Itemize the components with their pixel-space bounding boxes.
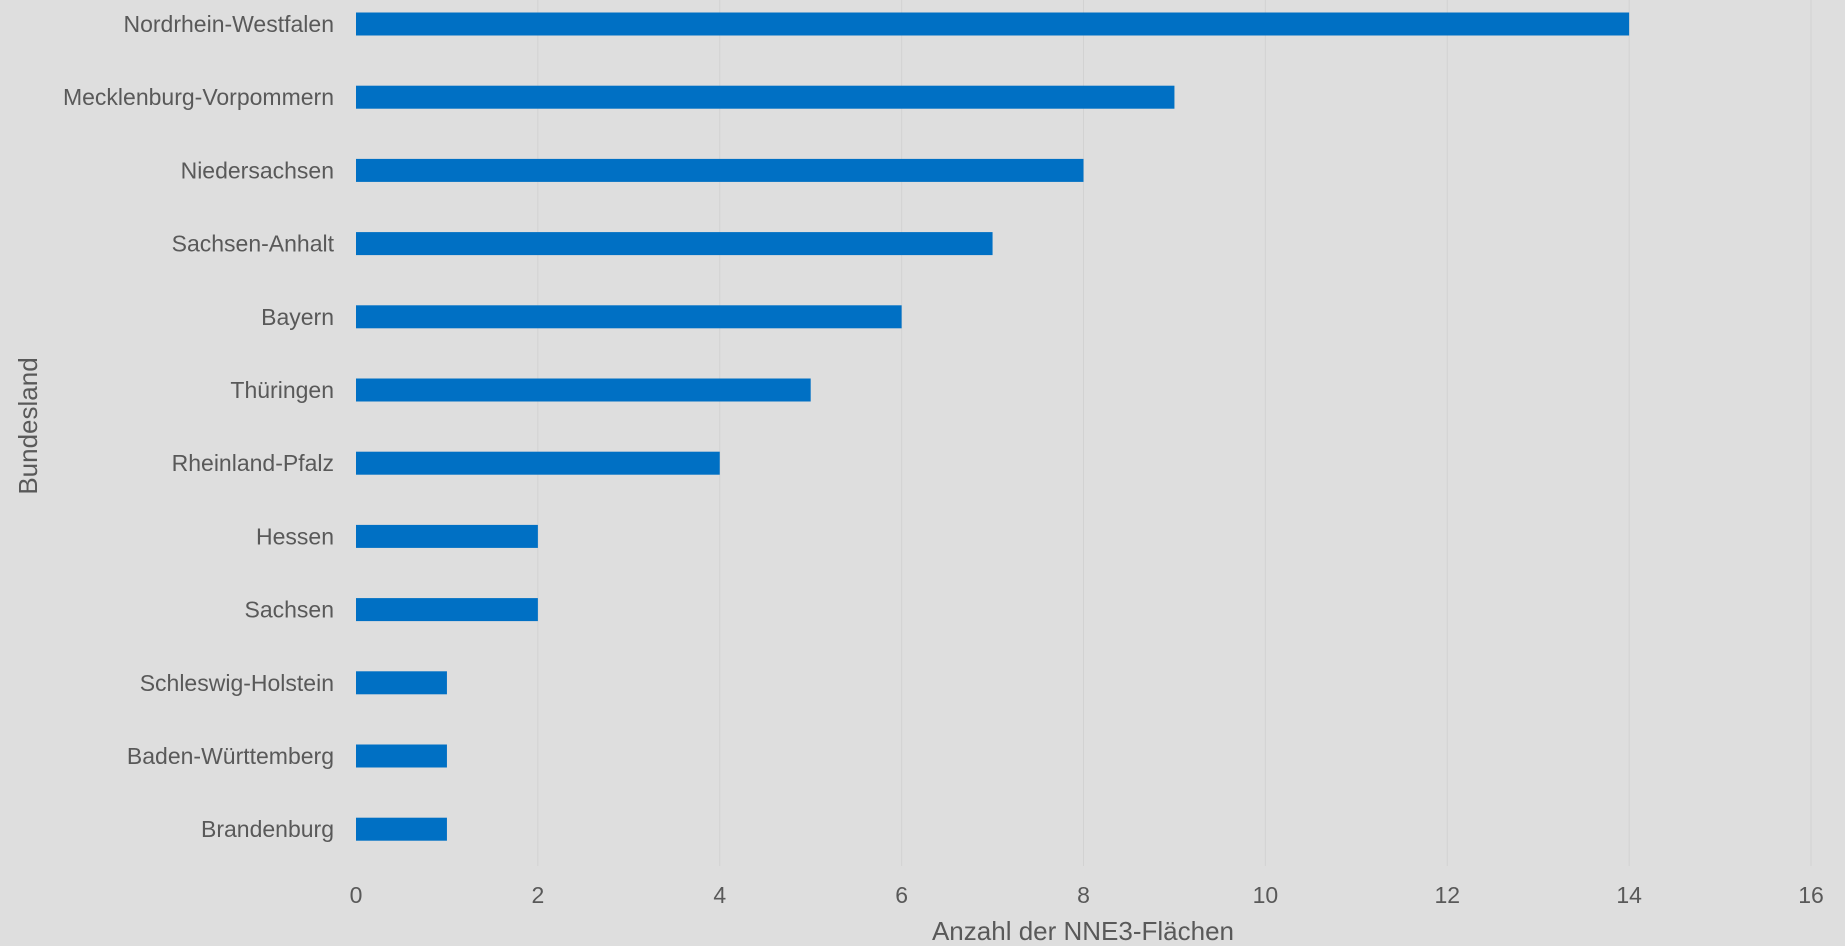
category-label: Sachsen-Anhalt [172, 231, 335, 257]
bar [356, 378, 811, 402]
category-label: Baden-Württemberg [127, 743, 334, 769]
bar [356, 232, 993, 256]
bar [356, 451, 720, 475]
bar [356, 817, 447, 841]
category-labels: Nordrhein-Westfalen Mecklenburg-Vorpommer… [63, 11, 335, 842]
bar [356, 85, 1175, 109]
gridlines [537, 0, 1812, 866]
x-tick-label: 10 [1253, 882, 1279, 908]
category-label: Bayern [261, 304, 334, 330]
category-label: Sachsen [244, 597, 334, 623]
bar [356, 524, 538, 548]
x-tick-label: 8 [1077, 882, 1090, 908]
category-label: Thüringen [230, 377, 334, 403]
y-axis-label: Bundesland [13, 357, 43, 494]
x-tick-labels: 0 2 4 6 8 10 12 14 16 [350, 882, 1824, 908]
category-label: Nordrhein-Westfalen [123, 11, 334, 37]
category-label: Hessen [256, 523, 334, 549]
x-tick-label: 12 [1434, 882, 1460, 908]
bars [356, 12, 1630, 841]
x-tick-label: 14 [1616, 882, 1642, 908]
x-tick-label: 2 [531, 882, 544, 908]
bar [356, 305, 902, 329]
bar [356, 744, 447, 768]
x-tick-label: 16 [1798, 882, 1824, 908]
bar [356, 671, 447, 695]
bar [356, 598, 538, 622]
category-label: Brandenburg [201, 816, 334, 842]
bar [356, 158, 1084, 182]
x-axis-label: Anzahl der NNE3-Flächen [932, 916, 1234, 946]
bar [356, 12, 1630, 36]
x-tick-label: 0 [350, 882, 363, 908]
category-label: Mecklenburg-Vorpommern [63, 84, 334, 110]
category-label: Rheinland-Pfalz [172, 450, 334, 476]
category-label: Schleswig-Holstein [140, 670, 334, 696]
x-tick-label: 6 [895, 882, 908, 908]
x-tick-label: 4 [713, 882, 726, 908]
category-label: Niedersachsen [181, 157, 334, 183]
